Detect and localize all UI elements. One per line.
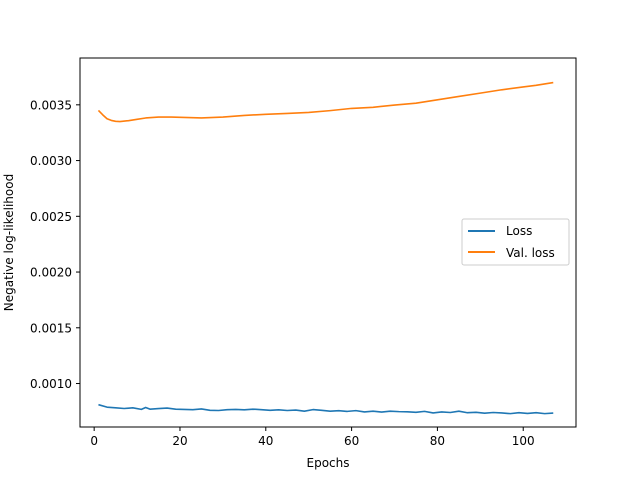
series-line-0 <box>98 403 554 415</box>
y-tick-label: 0.0030 <box>30 154 72 168</box>
y-tick-label: 0.0025 <box>30 210 72 224</box>
x-tick-label: 80 <box>430 434 445 448</box>
y-axis: 0.0010 0.0015 0.0020 0.0025 0.0030 0.0035 <box>30 98 80 391</box>
y-axis-label: Negative log-likelihood <box>2 174 16 311</box>
y-tick-label: 0.0035 <box>30 98 72 112</box>
x-tick-label: 100 <box>512 434 535 448</box>
y-tick-label: 0.0020 <box>30 266 72 280</box>
plot-lines <box>97 81 554 415</box>
x-axis-label: Epochs <box>307 456 350 470</box>
legend: Loss Val. loss <box>461 218 570 266</box>
series-line-1 <box>97 81 554 123</box>
legend-label-loss: Loss <box>506 224 532 238</box>
x-tick-label: 40 <box>258 434 273 448</box>
x-tick-label: 0 <box>90 434 98 448</box>
plot-frame <box>79 57 577 428</box>
legend-label-val-loss: Val. loss <box>506 246 555 260</box>
y-tick-label: 0.0010 <box>30 377 72 391</box>
x-tick-label: 60 <box>344 434 359 448</box>
x-tick-label: 20 <box>172 434 187 448</box>
x-axis: 0 20 40 60 80 100 <box>90 427 535 448</box>
y-tick-label: 0.0015 <box>30 321 72 335</box>
